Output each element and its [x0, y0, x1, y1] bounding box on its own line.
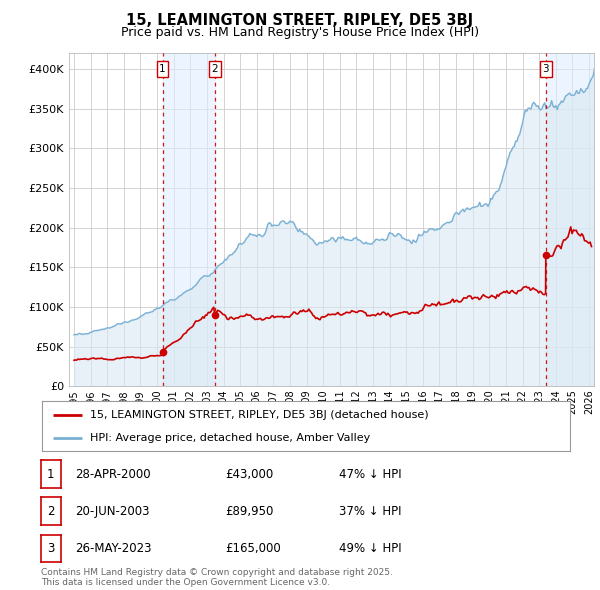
Text: Contains HM Land Registry data © Crown copyright and database right 2025.
This d: Contains HM Land Registry data © Crown c… [41, 568, 392, 587]
Text: HPI: Average price, detached house, Amber Valley: HPI: Average price, detached house, Ambe… [89, 433, 370, 443]
Text: 28-APR-2000: 28-APR-2000 [75, 467, 151, 481]
Text: 2: 2 [211, 64, 218, 74]
Text: £165,000: £165,000 [225, 542, 281, 555]
Text: 49% ↓ HPI: 49% ↓ HPI [339, 542, 401, 555]
Text: £89,950: £89,950 [225, 504, 274, 518]
Text: 3: 3 [542, 64, 549, 74]
Text: 1: 1 [47, 467, 55, 481]
Text: Price paid vs. HM Land Registry's House Price Index (HPI): Price paid vs. HM Land Registry's House … [121, 26, 479, 39]
Text: 26-MAY-2023: 26-MAY-2023 [75, 542, 151, 555]
Bar [163, 53, 215, 386]
Text: 3: 3 [47, 542, 55, 555]
Text: 47% ↓ HPI: 47% ↓ HPI [339, 467, 401, 481]
Text: £43,000: £43,000 [225, 467, 273, 481]
Text: 1: 1 [159, 64, 166, 74]
Text: 2: 2 [47, 504, 55, 518]
Text: 37% ↓ HPI: 37% ↓ HPI [339, 504, 401, 518]
Text: 20-JUN-2003: 20-JUN-2003 [75, 504, 149, 518]
Text: 15, LEAMINGTON STREET, RIPLEY, DE5 3BJ: 15, LEAMINGTON STREET, RIPLEY, DE5 3BJ [127, 13, 473, 28]
Text: 15, LEAMINGTON STREET, RIPLEY, DE5 3BJ (detached house): 15, LEAMINGTON STREET, RIPLEY, DE5 3BJ (… [89, 409, 428, 419]
Bar [546, 53, 594, 386]
